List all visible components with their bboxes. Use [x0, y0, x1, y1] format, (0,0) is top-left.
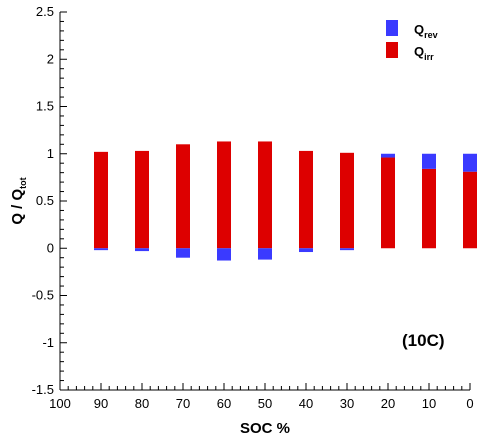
legend: Qrev Qirr — [386, 20, 438, 62]
legend-swatch-qrev — [386, 20, 398, 36]
bar-qirr — [135, 150, 149, 249]
bar-qirr — [258, 141, 272, 249]
bar-qirr — [381, 157, 395, 249]
bar-qrev — [299, 248, 313, 253]
bar-qrev — [381, 153, 395, 158]
y-axis-title-main: Q / Q — [9, 189, 26, 225]
bar-qrev — [176, 248, 190, 258]
x-axis-title: SOC % — [240, 420, 290, 437]
x-tick-label: 90 — [94, 396, 108, 411]
legend-qrev-main: Q — [414, 22, 424, 37]
bar-qrev — [217, 248, 231, 261]
x-tick-label: 100 — [49, 396, 71, 411]
bar-qirr — [94, 151, 108, 249]
bar-qrev — [422, 153, 436, 169]
x-tick-label: 70 — [176, 396, 190, 411]
rate-annotation: (10C) — [402, 331, 445, 350]
x-tick-label: 60 — [217, 396, 231, 411]
bar-qirr — [176, 144, 190, 249]
y-tick-label: 1.5 — [36, 99, 54, 114]
bar-qirr — [422, 168, 436, 249]
y-axis-ticks: -1.5 -1 -0.5 0 0.5 1 1.5 2 2.5 — [32, 4, 67, 397]
y-axis-title: Q / Qtot — [9, 177, 28, 224]
y-tick-label: -1 — [42, 335, 54, 350]
bar-qirr — [217, 141, 231, 249]
legend-qirr-main: Q — [414, 44, 424, 59]
x-tick-label: 20 — [381, 396, 395, 411]
bar-qrev — [135, 248, 149, 252]
bar-qrev — [258, 248, 272, 260]
bar-qrev — [463, 153, 477, 172]
bar-qirr — [463, 171, 477, 249]
y-tick-label: 0 — [47, 240, 54, 255]
x-tick-label: 80 — [135, 396, 149, 411]
y-tick-label: 1 — [47, 146, 54, 161]
x-tick-label: 40 — [299, 396, 313, 411]
bar-series — [94, 141, 477, 261]
legend-qrev-sub: rev — [424, 30, 438, 40]
bar-qirr — [299, 150, 313, 249]
bar-qirr — [340, 152, 354, 249]
y-tick-label: 0.5 — [36, 193, 54, 208]
y-tick-label: -0.5 — [32, 288, 54, 303]
y-tick-label: 2.5 — [36, 4, 54, 19]
legend-label-qrev: Qrev — [414, 22, 438, 40]
legend-swatch-qirr — [386, 42, 398, 58]
y-axis-title-sub: tot — [18, 177, 28, 189]
x-tick-label: 10 — [422, 396, 436, 411]
y-tick-label: 2 — [47, 51, 54, 66]
x-axis-ticks: 100 90 80 70 60 50 40 30 20 10 0 — [49, 383, 474, 411]
bar-qrev — [340, 248, 354, 251]
x-tick-label: 30 — [340, 396, 354, 411]
x-tick-label: 50 — [258, 396, 272, 411]
legend-qirr-sub: irr — [424, 52, 434, 62]
bar-qrev — [94, 248, 108, 251]
y-tick-label: -1.5 — [32, 382, 54, 397]
x-tick-label: 0 — [466, 396, 473, 411]
legend-label-qirr: Qirr — [414, 44, 434, 62]
